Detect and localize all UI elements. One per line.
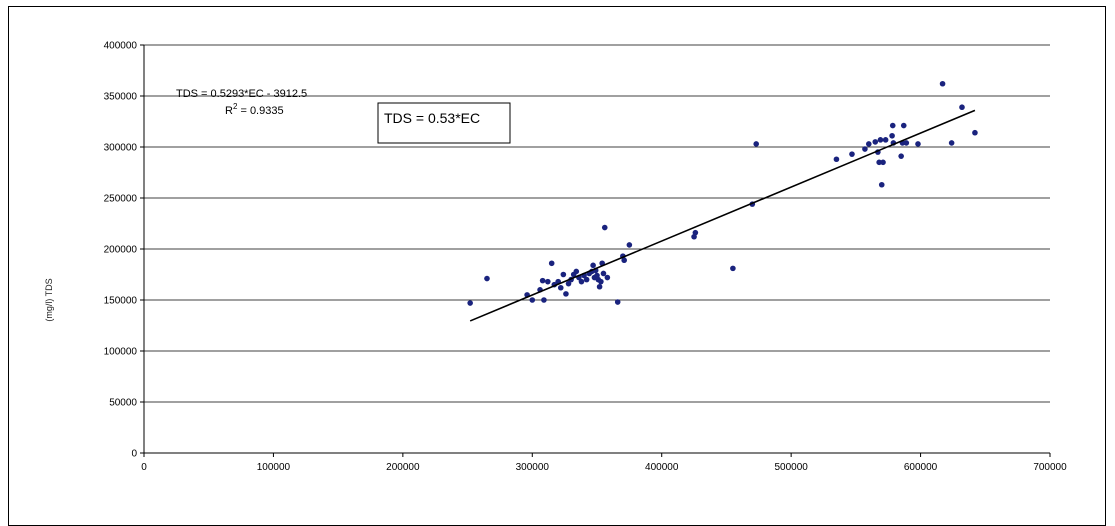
- data-point-61: [903, 140, 910, 146]
- data-point-56: [889, 122, 896, 129]
- y-tick-label-150000: 150000: [104, 296, 138, 307]
- data-point-53: [880, 159, 886, 166]
- y-tick-labels: 0 50000 100000 150000 200000 250000 300000 3500…: [104, 41, 138, 460]
- data-point-44: [833, 156, 840, 163]
- data-point-32: [600, 270, 607, 277]
- data-point-8: [548, 260, 555, 267]
- data-point-45: [849, 151, 855, 157]
- data-point-43: [753, 141, 759, 147]
- data-point-64: [948, 140, 955, 146]
- data-point-47: [866, 141, 872, 147]
- annotation-box-text: TDS = 0.53*EC: [384, 110, 480, 126]
- data-point-1: [484, 275, 490, 282]
- trendline: [469, 109, 976, 322]
- data-point-54: [882, 137, 889, 143]
- data-point-66: [972, 129, 978, 136]
- data-point-6: [541, 297, 547, 303]
- data-point-38: [626, 242, 633, 248]
- data-point-52: [878, 181, 885, 188]
- data-point-46: [862, 146, 868, 152]
- trendline-group: [469, 109, 976, 322]
- y-tick-label-200000: 200000: [104, 245, 138, 256]
- data-point-35: [614, 299, 621, 305]
- data-point-19: [578, 278, 585, 285]
- y-tick-label-0: 0: [131, 449, 137, 460]
- data-point-62: [915, 141, 921, 147]
- data-point-37: [621, 257, 627, 264]
- y-tick-label-50000: 50000: [109, 398, 137, 409]
- x-tick-label-100000: 100000: [257, 462, 291, 473]
- x-tick-label-400000: 400000: [645, 462, 679, 473]
- scatter-chart: 0 50000 100000 150000 200000 250000 300000 3500…: [44, 41, 1067, 474]
- data-point-24: [590, 262, 596, 269]
- data-point-65: [959, 104, 965, 111]
- annotation-box: [377, 102, 511, 144]
- data-point-5: [539, 277, 546, 284]
- y-tick-label-400000: 400000: [104, 41, 138, 52]
- axes: [140, 44, 1051, 457]
- gridlines: [144, 44, 1050, 403]
- data-point-40: [692, 229, 699, 236]
- data-point-55: [889, 132, 895, 139]
- data-point-7: [545, 278, 551, 285]
- x-tick-label-600000: 600000: [904, 462, 938, 473]
- y-tick-label-350000: 350000: [104, 92, 138, 103]
- data-point-14: [565, 280, 572, 287]
- y-tick-label-300000: 300000: [104, 143, 138, 154]
- data-point-13: [563, 291, 569, 297]
- trendline-equation: TDS = 0.5293*EC - 3912.5: [176, 88, 307, 100]
- x-tick-labels: 0 100000 200000 300000 400000 500000 600000 700…: [141, 462, 1067, 473]
- data-point-50: [876, 159, 882, 166]
- y-tick-label-250000: 250000: [104, 194, 138, 205]
- data-point-58: [898, 153, 904, 159]
- data-point-63: [939, 80, 946, 87]
- x-tick-label-0: 0: [141, 462, 147, 473]
- data-point-21: [583, 276, 590, 283]
- data-point-11: [557, 284, 564, 291]
- x-tick-label-200000: 200000: [386, 462, 420, 473]
- data-points: [467, 80, 978, 306]
- x-tick-label-700000: 700000: [1033, 462, 1067, 473]
- x-tick-label-300000: 300000: [516, 462, 550, 473]
- data-point-33: [601, 224, 608, 231]
- r-squared-label: R2 = 0.9335: [225, 102, 284, 117]
- y-tick-label-100000: 100000: [104, 347, 138, 358]
- data-point-30: [598, 278, 604, 285]
- data-point-60: [900, 122, 907, 129]
- data-point-29: [596, 283, 603, 290]
- data-point-0: [467, 300, 473, 306]
- y-axis-label: (mg/l) TDS: [44, 278, 54, 321]
- x-tick-label-500000: 500000: [774, 462, 808, 473]
- data-point-51: [877, 137, 884, 143]
- data-point-48: [872, 139, 879, 145]
- data-point-34: [604, 274, 611, 281]
- data-point-12: [560, 271, 567, 278]
- data-point-3: [529, 297, 536, 303]
- data-point-41: [730, 265, 736, 272]
- data-point-17: [573, 268, 580, 275]
